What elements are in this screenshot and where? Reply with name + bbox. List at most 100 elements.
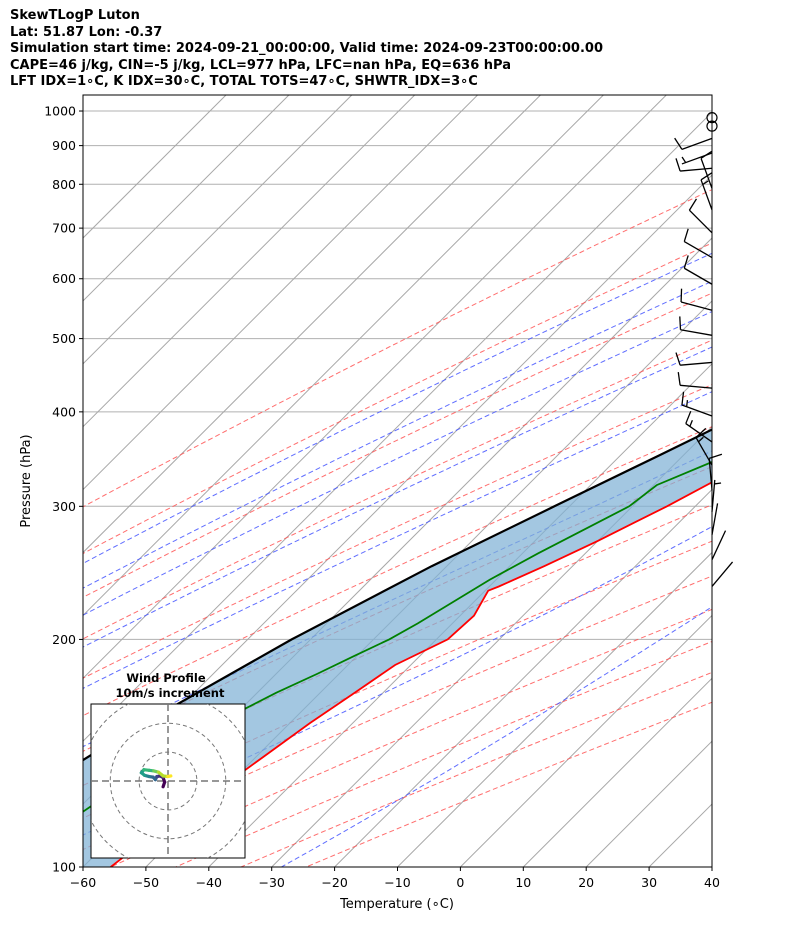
wind-barb-feather <box>700 150 713 159</box>
wind-profile-inset: Wind Profile 10m/s increment <box>90 671 246 859</box>
isotherm-line <box>334 488 712 867</box>
hodograph-segment <box>166 774 173 779</box>
calm-wind-circle <box>706 112 718 124</box>
wind-barb-shaft <box>708 458 713 491</box>
isotherm-line <box>711 866 712 867</box>
wind-barb-feather <box>695 427 707 438</box>
moist-adiabat <box>83 391 712 689</box>
isotherm-line <box>83 95 541 554</box>
wind-barb-half-feather <box>698 436 704 443</box>
wind-barb-half-feather <box>685 400 689 407</box>
wind-barb-shaft <box>681 137 713 150</box>
wind-barb-shaft <box>711 530 727 560</box>
wind-barb-shaft <box>688 209 713 234</box>
dry-adiabat <box>83 339 712 640</box>
isotherm-line <box>522 677 712 867</box>
dewpoint-line <box>83 460 712 813</box>
chart-title: SkewTLogP Luton <box>10 8 140 23</box>
temperature-line <box>110 481 712 867</box>
moist-adiabat <box>83 280 712 589</box>
dry-adiabat <box>83 426 712 717</box>
isotherm-line <box>83 95 290 302</box>
time-line: Simulation start time: 2024-09-21_00:00:… <box>10 41 603 56</box>
isotherm-line <box>83 111 712 742</box>
x-tick-label: 30 <box>641 875 657 890</box>
isotherm-line <box>208 363 712 867</box>
calm-wind-circle <box>706 120 718 132</box>
wind-barb-shaft <box>700 158 713 189</box>
y-tick-label: 900 <box>52 138 76 153</box>
wind-barb-feather <box>679 316 682 330</box>
wind-barb-shaft <box>680 167 713 172</box>
wind-barb-shaft <box>683 240 713 259</box>
isotherm-line <box>83 95 604 617</box>
y-tick-label: 200 <box>52 632 76 647</box>
wind-barb-half-feather <box>689 420 693 427</box>
x-tick-label: −20 <box>321 875 347 890</box>
wind-barb-feather <box>709 453 723 460</box>
x-axis-label: Temperature (∘C) <box>339 897 454 912</box>
inset-subtitle: 10m/s increment <box>116 686 225 700</box>
wind-barb-feather <box>688 198 697 211</box>
y-tick-label: 400 <box>52 404 76 419</box>
x-tick-label: 20 <box>578 875 594 890</box>
wind-barb-shaft <box>700 179 713 211</box>
wind-barb-feather <box>681 391 685 406</box>
moist-adiabat <box>281 606 712 867</box>
x-tick-label: −10 <box>384 875 410 890</box>
x-tick-label: 40 <box>704 875 720 890</box>
y-tick-label: 600 <box>52 271 76 286</box>
wind-barb-shaft <box>683 267 713 285</box>
isotherm-line <box>83 95 353 365</box>
inset-title: Wind Profile <box>126 671 206 685</box>
x-tick-label: −40 <box>196 875 222 890</box>
x-tick-label: −60 <box>70 875 96 890</box>
moist-adiabat <box>83 346 712 648</box>
wind-barb-shaft <box>680 329 713 336</box>
wind-barb-feather <box>683 255 689 269</box>
wind-barb-shaft <box>711 479 716 512</box>
wind-barbs <box>674 112 734 587</box>
wind-barb-feather <box>675 352 681 366</box>
wind-barb-half-feather <box>681 156 687 163</box>
wind-barb-shaft <box>685 423 713 443</box>
inset-hodograph-area <box>91 704 245 858</box>
x-tick-label: −30 <box>259 875 285 890</box>
wind-barb-feather <box>675 158 681 172</box>
parcel-profile-line <box>83 428 712 762</box>
x-tick-label: −50 <box>133 875 159 890</box>
wind-barb-shaft <box>711 503 719 535</box>
moist-adiabat <box>83 526 712 836</box>
location-line: Lat: 51.87 Lon: -0.37 <box>10 24 163 40</box>
isotherm-line <box>83 95 667 680</box>
y-tick-label: 100 <box>52 860 76 875</box>
wind-barb-shaft <box>681 404 713 417</box>
wind-barb-feather <box>674 137 683 150</box>
wind-barb-shaft <box>680 301 713 311</box>
wind-barb-shaft <box>711 561 734 587</box>
wind-barb-shaft <box>680 384 713 389</box>
wind-barb-feather <box>685 410 692 424</box>
dry-adiabat <box>83 242 712 555</box>
wind-barb-feather <box>700 171 713 181</box>
y-axis-label: Pressure (hPa) <box>19 434 34 527</box>
isotherm-line <box>83 95 416 428</box>
y-tick-label: 700 <box>52 221 76 236</box>
y-tick-label: 300 <box>52 499 76 514</box>
isotherm-line <box>460 614 712 867</box>
profile-lines <box>83 428 712 867</box>
y-tick-label: 800 <box>52 177 76 192</box>
mixing-ratio-line <box>739 95 794 339</box>
isotherm-line <box>397 551 712 867</box>
wind-barb-half-feather <box>702 180 709 186</box>
cape-line: CAPE=46 j/kg, CIN=-5 j/kg, LCL=977 hPa, … <box>10 57 511 73</box>
wind-barb-feather <box>683 228 689 242</box>
wind-barb-half-feather <box>714 482 722 485</box>
y-tick-label: 500 <box>52 331 76 346</box>
x-tick-label: 10 <box>515 875 531 890</box>
y-tick-label: 1000 <box>44 104 76 119</box>
dry-adiabat <box>83 292 712 598</box>
wind-barb-shaft <box>680 361 713 366</box>
wind-barb-feather <box>677 372 681 386</box>
